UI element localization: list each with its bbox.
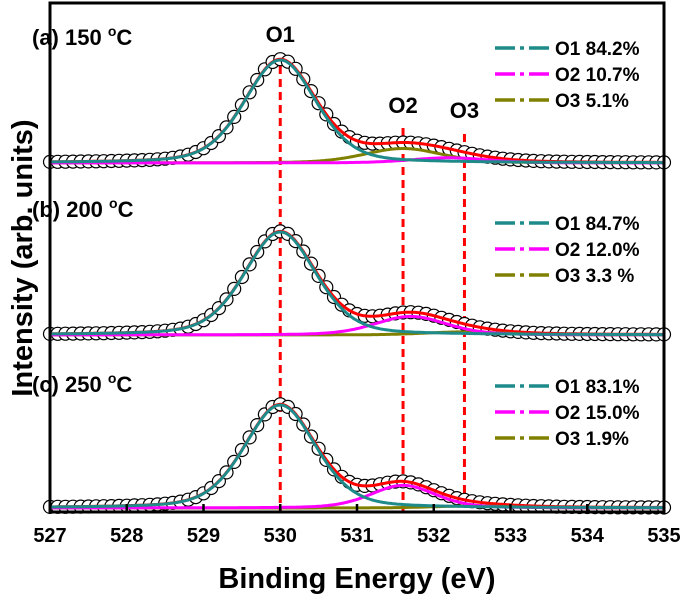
legend-entry: O2 12.0% [555, 240, 640, 261]
panel-label: (c) 250 oC [32, 370, 132, 397]
x-tick-label: 529 [187, 525, 220, 547]
legend-entry: O2 10.7% [555, 65, 640, 86]
peak-label-o1: O1 [266, 22, 295, 47]
panel-label-part: C [118, 197, 134, 222]
panel-label: (a) 150 oC [32, 23, 132, 50]
component-curve-o1 [50, 403, 664, 510]
panel-label-part: o [108, 23, 117, 39]
legend-entry: O1 84.7% [555, 214, 640, 235]
panel-label-part: (a) 150 [32, 25, 108, 50]
legend-entry: O3 5.1% [555, 91, 629, 112]
component-curve-o1 [49, 230, 664, 337]
panel-c: (c) 250 oC O1 83.1% O2 15.0% O3 1.9% [32, 370, 672, 515]
x-tick-label: 528 [110, 525, 143, 547]
peak-label-o3: O3 [450, 98, 479, 123]
panel-label-part: (c) 250 [32, 372, 108, 397]
legend-entry: O1 83.1% [555, 377, 640, 398]
y-axis-label: Intensity (arb. units) [7, 119, 39, 396]
legend-entry: O3 3.3 % [555, 266, 634, 287]
legend-entry: O1 84.2% [555, 39, 640, 60]
legend-entry: O3 1.9% [555, 429, 629, 450]
panel-label-part: C [116, 25, 132, 50]
x-tick-label: 530 [264, 525, 297, 547]
legend-entry: O2 15.0% [555, 403, 640, 424]
panel-b: (b) 200 oC O1 84.7% O2 12.0% O3 3.3 % [32, 195, 672, 342]
panel-a: (a) 150 oC O1 84.2% O2 10.7% O3 5.1% [32, 23, 672, 170]
x-tick-label: 534 [571, 525, 605, 547]
x-tick-label: 533 [494, 525, 527, 547]
x-tick-label: 535 [647, 525, 680, 547]
panel-label-part: o [108, 370, 117, 386]
x-axis-label: Binding Energy (eV) [218, 563, 495, 595]
x-tick-label: 532 [417, 525, 450, 547]
panel-label-part: C [116, 372, 132, 397]
panel-label-part: (b) 200 [32, 197, 109, 222]
peak-label-o2: O2 [388, 93, 417, 118]
x-tick-label: 531 [340, 525, 373, 547]
panel-label-part: o [109, 195, 118, 211]
panel-label: (b) 200 oC [32, 195, 134, 222]
x-tick-label: 527 [33, 525, 66, 547]
component-curve-o1 [50, 58, 664, 165]
